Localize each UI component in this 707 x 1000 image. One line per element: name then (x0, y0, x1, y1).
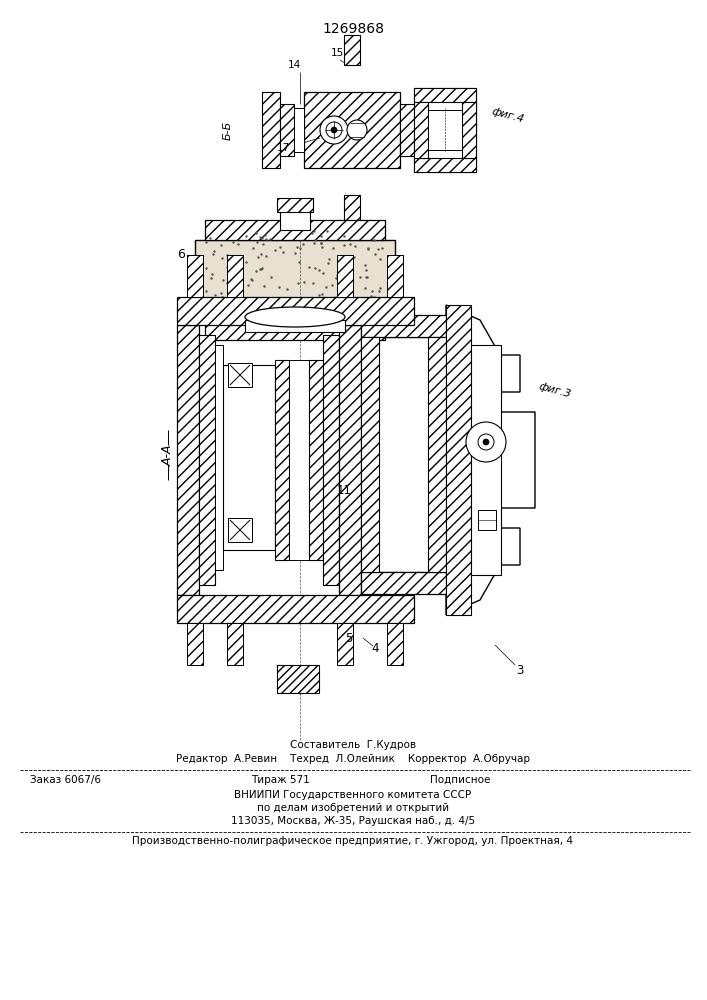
Bar (414, 102, 428, 158)
Bar (228, 363, 252, 387)
Circle shape (466, 422, 506, 462)
Circle shape (478, 434, 494, 450)
Bar (223, 365, 275, 550)
Bar (400, 104, 414, 156)
Bar (361, 337, 379, 572)
Bar (177, 325, 199, 595)
Bar (262, 92, 280, 168)
Text: 11: 11 (337, 484, 352, 496)
Bar (205, 320, 385, 340)
Bar (275, 360, 289, 560)
Bar (361, 315, 446, 337)
Bar (478, 510, 496, 530)
Text: Составитель  Г.Кудров: Составитель Г.Кудров (290, 740, 416, 750)
Bar (199, 335, 215, 585)
Bar (428, 110, 462, 150)
Bar (187, 255, 203, 297)
Text: 15: 15 (330, 48, 344, 58)
Text: 1269868: 1269868 (322, 22, 384, 36)
Text: Тираж 571: Тираж 571 (250, 775, 310, 785)
Bar (323, 335, 339, 585)
Circle shape (331, 127, 337, 133)
Text: А-А: А-А (161, 444, 175, 466)
Text: 3: 3 (516, 664, 524, 676)
Bar (304, 92, 400, 168)
Bar (277, 665, 319, 693)
Text: Производственно-полиграфическое предприятие, г. Ужгород, ул. Проектная, 4: Производственно-полиграфическое предприя… (132, 836, 573, 846)
Bar (414, 88, 476, 102)
Bar (228, 518, 252, 542)
Text: 6: 6 (177, 248, 185, 261)
Bar (339, 325, 361, 595)
Bar (361, 337, 446, 572)
Bar (414, 88, 476, 172)
Text: Редактор  А.Ревин    Техред  Л.Олейник    Корректор  А.Обручар: Редактор А.Ревин Техред Л.Олейник Коррек… (176, 754, 530, 764)
Bar (294, 108, 304, 152)
Bar (414, 158, 476, 172)
Bar (361, 572, 446, 594)
Bar (337, 623, 353, 665)
Text: Заказ 6067/6: Заказ 6067/6 (30, 775, 101, 785)
Bar (177, 297, 414, 325)
Bar (245, 320, 345, 332)
Text: ВНИИПИ Государственного комитета СССР: ВНИИПИ Государственного комитета СССР (235, 790, 472, 800)
Bar (352, 127, 362, 133)
Bar (446, 305, 471, 615)
Text: фиг.3: фиг.3 (537, 381, 573, 399)
Bar (289, 360, 309, 560)
Bar (344, 195, 360, 225)
Bar (227, 623, 243, 665)
Text: 14: 14 (287, 60, 300, 70)
Bar (471, 345, 501, 575)
Bar (187, 623, 203, 665)
Text: Подписное: Подписное (430, 775, 491, 785)
Bar (280, 210, 310, 230)
Circle shape (326, 122, 342, 138)
Bar (387, 255, 403, 297)
Text: 113035, Москва, Ж-35, Раушская наб., д. 4/5: 113035, Москва, Ж-35, Раушская наб., д. … (231, 816, 475, 826)
Circle shape (347, 120, 367, 140)
Text: 5: 5 (346, 632, 353, 645)
Bar (195, 240, 395, 320)
Bar (428, 337, 446, 572)
Bar (277, 198, 313, 212)
Text: по делам изобретений и открытий: по делам изобретений и открытий (257, 803, 449, 813)
Bar (177, 595, 414, 623)
Text: 4: 4 (371, 642, 379, 654)
Bar (215, 345, 223, 570)
Bar (337, 255, 353, 297)
Bar (462, 102, 476, 158)
Bar (280, 104, 294, 156)
Text: Б-Б: Б-Б (223, 120, 233, 140)
Bar (227, 255, 243, 297)
Polygon shape (446, 305, 535, 615)
Text: фиг.4: фиг.4 (491, 106, 525, 124)
Text: 17: 17 (276, 143, 290, 153)
Bar (387, 623, 403, 665)
Ellipse shape (245, 307, 345, 327)
Circle shape (320, 116, 348, 144)
Bar (309, 360, 323, 560)
Circle shape (483, 439, 489, 445)
Bar (344, 35, 360, 65)
Bar (205, 220, 385, 240)
